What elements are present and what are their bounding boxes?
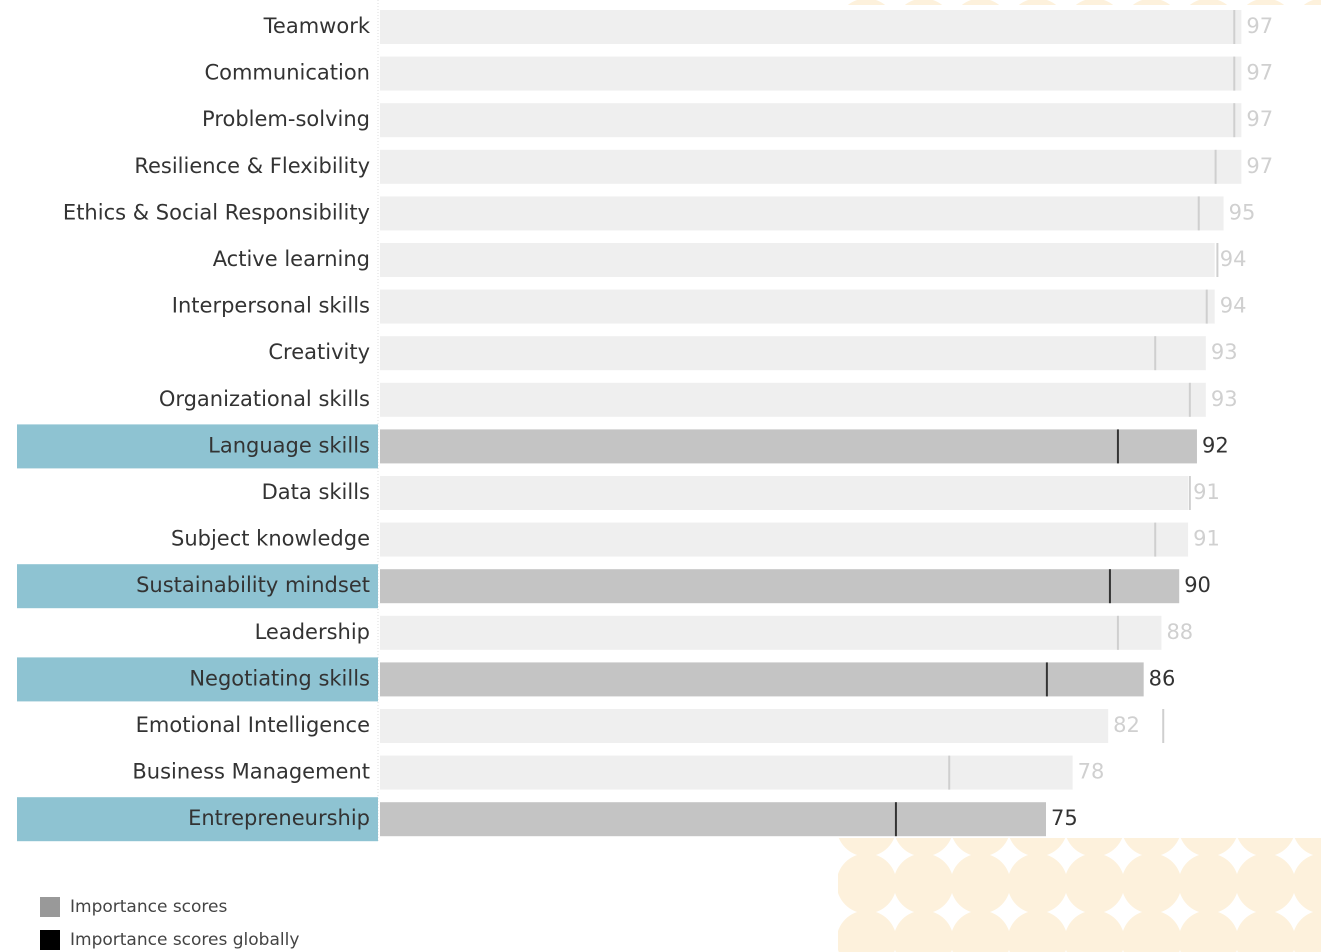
label-highlight (17, 424, 378, 469)
value-label: 97 (1246, 154, 1273, 178)
category-label: Subject knowledge (171, 527, 370, 551)
value-label: 93 (1211, 340, 1238, 364)
category-label: Communication (204, 61, 370, 85)
category-label: Entrepreneurship (188, 806, 370, 830)
category-label: Ethics & Social Responsibility (63, 200, 370, 224)
bar (380, 615, 1162, 650)
value-label: 91 (1193, 480, 1220, 504)
bar (380, 56, 1242, 91)
value-label: 75 (1051, 806, 1078, 830)
bar (380, 802, 1046, 837)
category-label: Organizational skills (159, 387, 370, 411)
legend-label: Importance scores (70, 897, 228, 917)
legend-label: Importance scores globally (70, 930, 299, 950)
category-label: Emotional Intelligence (136, 713, 370, 737)
bar (380, 103, 1242, 138)
legend-swatch (40, 897, 60, 917)
bar (380, 429, 1197, 464)
label-highlight (17, 657, 378, 702)
category-label: Data skills (262, 480, 370, 504)
value-label: 95 (1229, 200, 1256, 224)
category-label: Problem-solving (202, 107, 370, 131)
category-label: Negotiating skills (189, 666, 370, 690)
bar (380, 755, 1073, 790)
value-label: 97 (1246, 61, 1273, 85)
bar (380, 243, 1215, 277)
legend-swatch (40, 930, 60, 950)
bar (380, 662, 1144, 697)
plot: Teamwork 97 Communication 97 Problem-solving… (17, 10, 1273, 842)
value-label: 86 (1149, 666, 1176, 690)
value-label: 94 (1220, 294, 1247, 318)
bar (380, 10, 1242, 44)
value-label: 91 (1193, 527, 1220, 551)
category-label: Leadership (255, 620, 370, 644)
category-label: Resilience & Flexibility (134, 154, 370, 178)
bar (380, 476, 1189, 510)
decoration (838, 838, 1321, 952)
bar (380, 196, 1224, 231)
value-label: 88 (1166, 620, 1193, 644)
bar (380, 522, 1189, 557)
value-label: 97 (1246, 14, 1273, 38)
category-label: Active learning (213, 247, 370, 271)
label-highlight (17, 797, 378, 842)
bar (380, 382, 1206, 417)
bar (380, 149, 1242, 184)
category-label: Business Management (132, 760, 370, 784)
value-label: 92 (1202, 433, 1229, 457)
value-label: 82 (1113, 713, 1140, 737)
value-label: 97 (1246, 107, 1273, 131)
value-label: 90 (1184, 573, 1211, 597)
value-label: 78 (1078, 760, 1105, 784)
category-label: Language skills (208, 433, 370, 457)
value-label: 93 (1211, 387, 1238, 411)
legend: Importance scores Importance scores globa… (40, 897, 299, 950)
category-label: Sustainability mindset (136, 573, 370, 597)
bar (380, 336, 1206, 371)
bar (380, 569, 1180, 604)
label-highlight (17, 564, 378, 609)
decoration (838, 0, 1321, 5)
bar (380, 709, 1109, 743)
category-label: Interpersonal skills (172, 294, 370, 318)
category-label: Teamwork (263, 14, 371, 38)
bar (380, 289, 1215, 324)
value-label: 94 (1220, 247, 1247, 271)
category-label: Creativity (268, 340, 370, 364)
